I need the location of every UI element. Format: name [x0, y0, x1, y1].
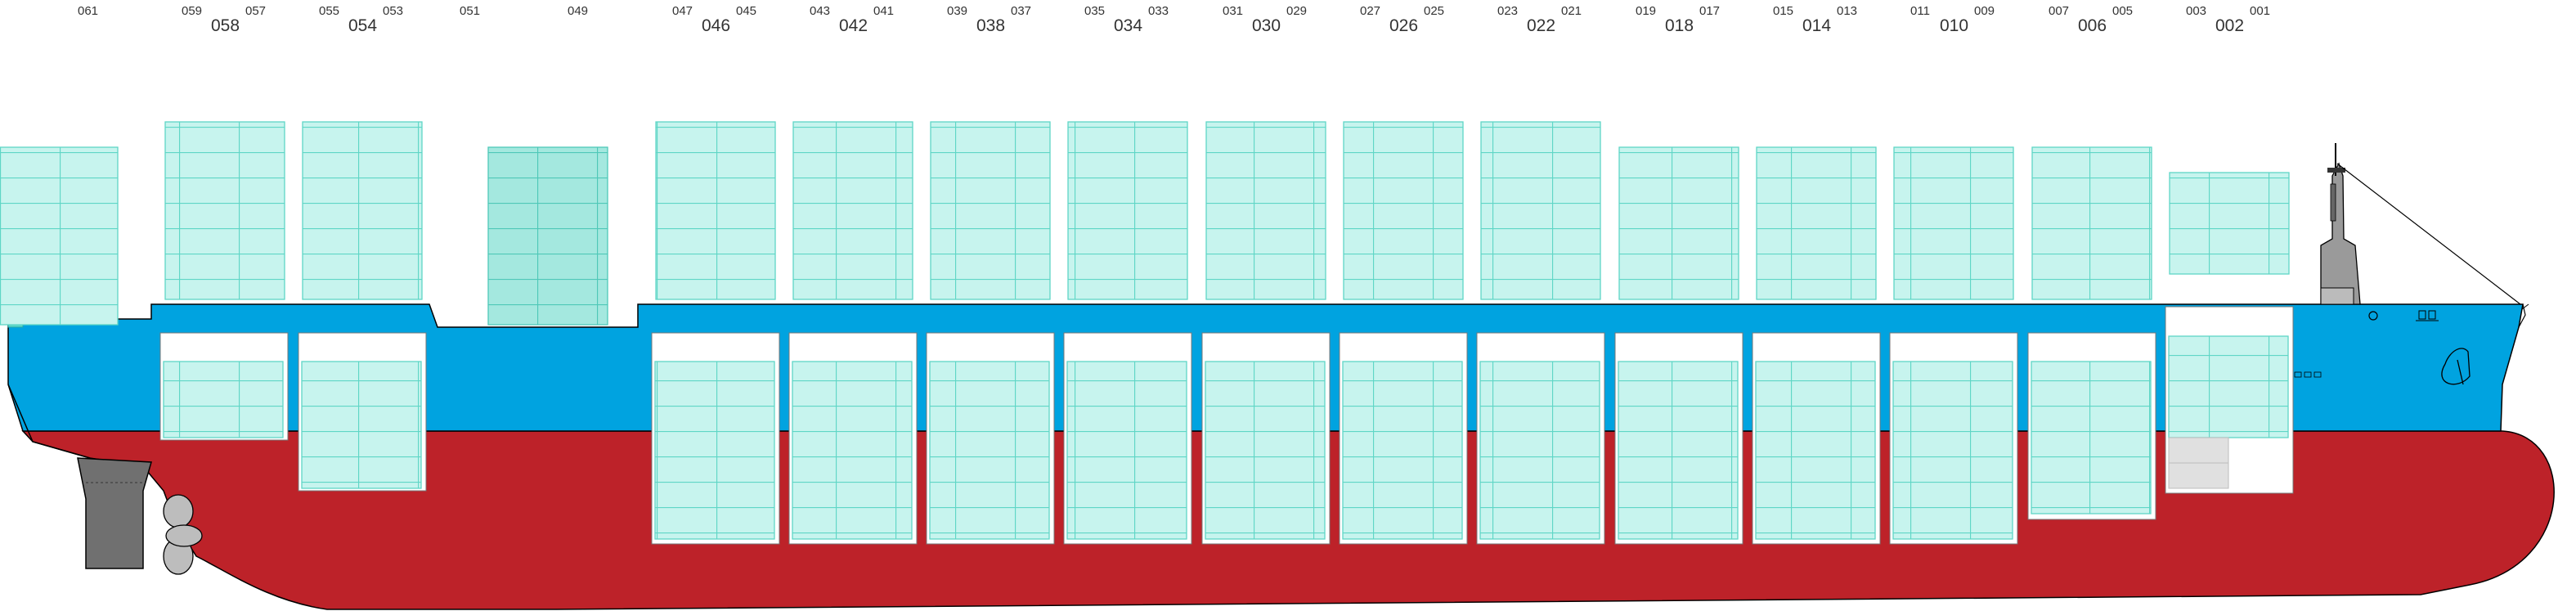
bay-038-main: 038	[976, 16, 1005, 35]
bay-034-right: 033	[1148, 4, 1169, 18]
bay-labels: 061 059 058 057 055 054 053 051 049 047 …	[78, 4, 2270, 35]
bay-006-right: 005	[2112, 4, 2133, 18]
bay-002-main: 002	[2215, 16, 2244, 35]
bay-051-left: 051	[460, 4, 480, 18]
bow-emblem	[2368, 311, 2378, 321]
bay-006-main: 006	[2078, 16, 2107, 35]
bay-046-right: 045	[736, 4, 756, 18]
bay-038-left: 039	[947, 4, 967, 18]
bay-018-left: 019	[1636, 4, 1656, 18]
bay-058-right: 057	[245, 4, 266, 18]
bay-010-left: 011	[1910, 4, 1930, 18]
bay-018-right: 017	[1699, 4, 1720, 18]
propeller-hub	[165, 524, 203, 547]
anchor	[2441, 348, 2471, 385]
propeller-top	[163, 494, 194, 528]
bay-026-right: 025	[1424, 4, 1444, 18]
bay-030-main: 030	[1252, 16, 1281, 35]
bay-054-main: 054	[348, 16, 377, 35]
bay-006-left: 007	[2049, 4, 2069, 18]
bay-022-left: 023	[1497, 4, 1518, 18]
bay-030-left: 031	[1223, 4, 1243, 18]
bay-010-right: 009	[1974, 4, 1995, 18]
bay-002-right: 001	[2250, 4, 2270, 18]
bay-014-right: 013	[1837, 4, 1857, 18]
bay-022-right: 021	[1561, 4, 1582, 18]
bay-026-left: 027	[1360, 4, 1380, 18]
deck-containers	[0, 121, 2290, 326]
bay-010-main: 010	[1940, 16, 1968, 35]
bay-014-left: 015	[1773, 4, 1793, 18]
bay-002-left: 003	[2186, 4, 2206, 18]
bay-054-right: 053	[383, 4, 403, 18]
bay-042-left: 043	[810, 4, 830, 18]
bay-014-main: 014	[1802, 16, 1831, 35]
bay-042-main: 042	[839, 16, 868, 35]
bay-058-left: 059	[182, 4, 202, 18]
bay-058-main: 058	[211, 16, 240, 35]
stern-edge	[7, 384, 91, 459]
bay-042-right: 041	[873, 4, 894, 18]
bay-026-main: 026	[1389, 16, 1418, 35]
foremast	[2320, 162, 2361, 305]
bay-054-left: 055	[319, 4, 339, 18]
rudder	[77, 457, 152, 569]
bay-046-main: 046	[702, 16, 730, 35]
bay-038-right: 037	[1011, 4, 1031, 18]
bay-046-left: 047	[672, 4, 693, 18]
bay-030-right: 029	[1286, 4, 1307, 18]
bay-018-main: 018	[1665, 16, 1694, 35]
bay-034-left: 035	[1084, 4, 1105, 18]
bay-049-right: 049	[568, 4, 588, 18]
bay-022-main: 022	[1527, 16, 1555, 35]
bay-061-right: 061	[78, 4, 98, 18]
forestay	[2336, 163, 2521, 305]
bay-034-main: 034	[1114, 16, 1142, 35]
forecastle	[2294, 143, 2529, 385]
hold-containers	[163, 335, 2289, 540]
